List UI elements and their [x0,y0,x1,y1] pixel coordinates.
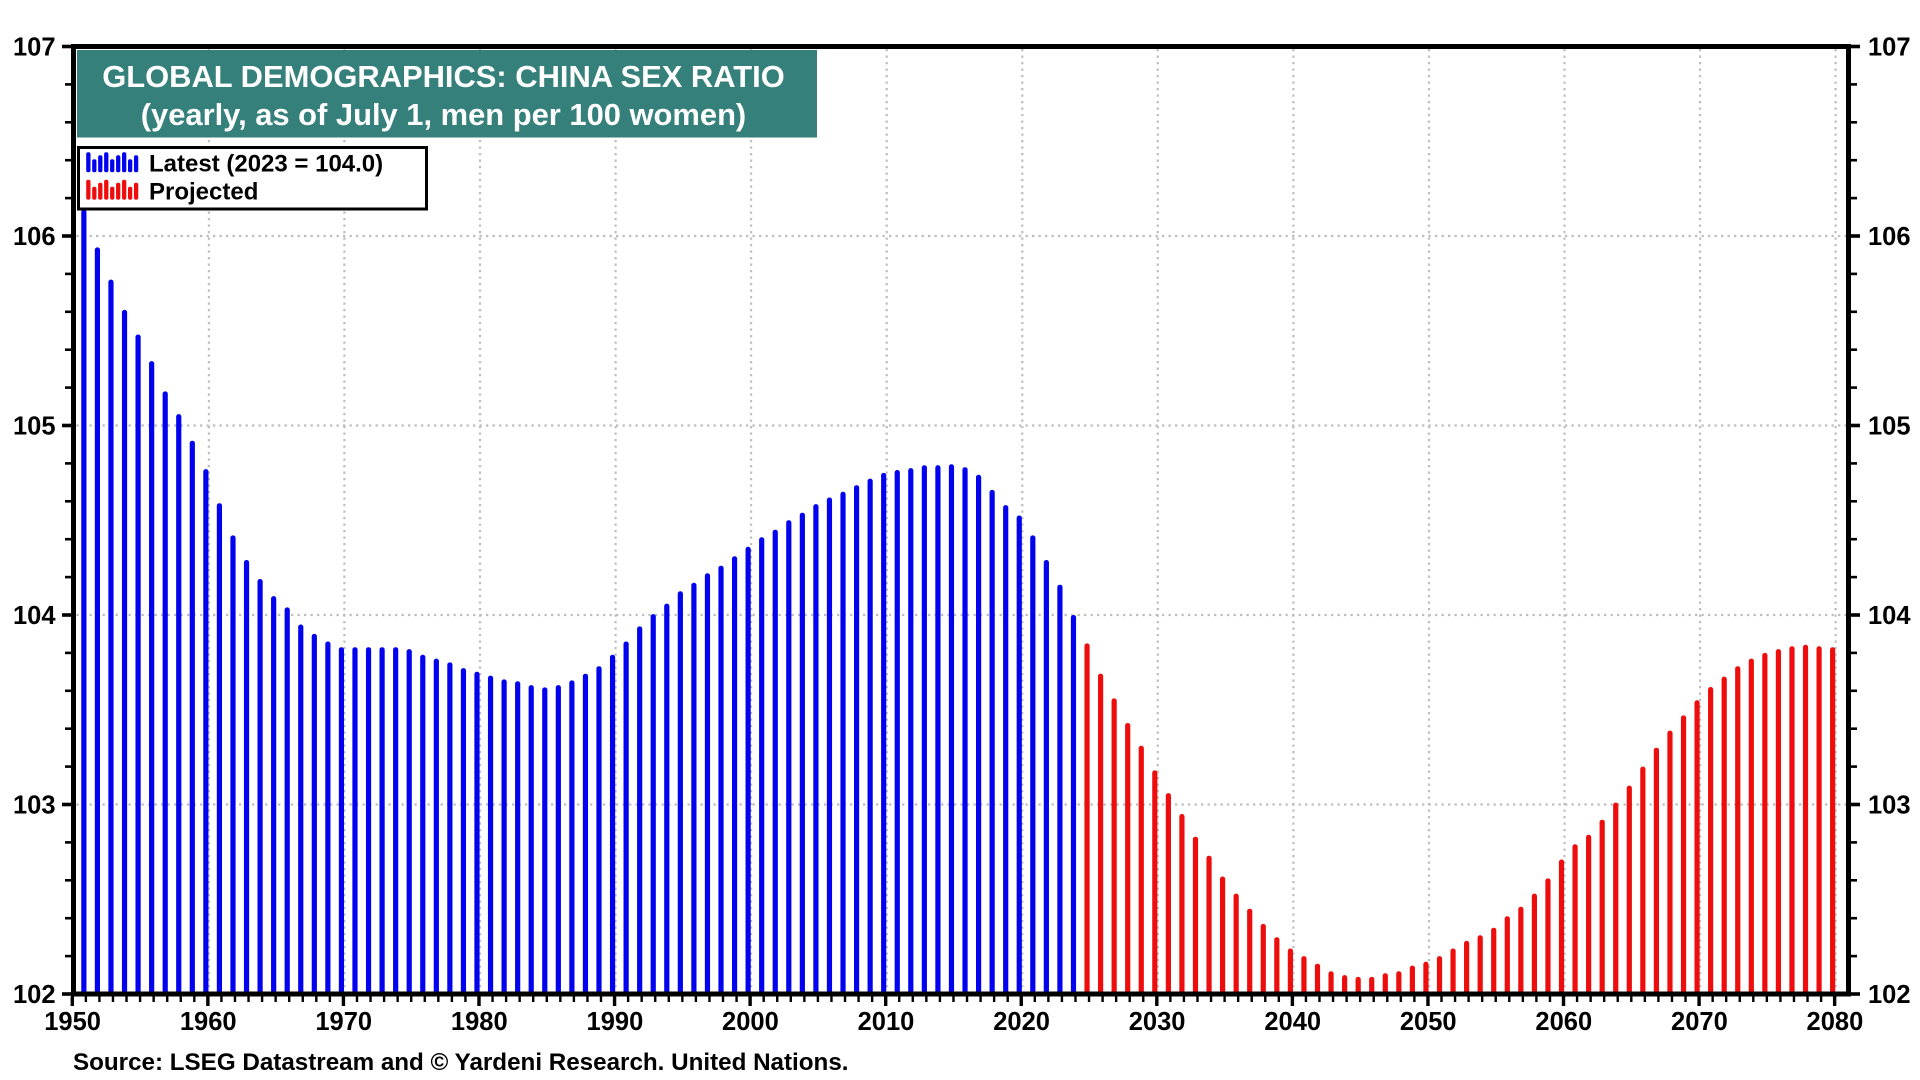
svg-text:102: 102 [1868,981,1911,1009]
svg-text:GLOBAL DEMOGRAPHICS: CHINA SEX: GLOBAL DEMOGRAPHICS: CHINA SEX RATIO [102,59,784,94]
svg-text:2060: 2060 [1535,1008,1592,1036]
svg-text:1980: 1980 [451,1008,508,1036]
svg-text:102: 102 [13,981,56,1009]
svg-text:1970: 1970 [315,1008,372,1036]
svg-text:104: 104 [13,602,56,630]
svg-text:2080: 2080 [1807,1008,1864,1036]
svg-text:107: 107 [13,34,56,62]
svg-text:1960: 1960 [180,1008,237,1036]
svg-text:2010: 2010 [858,1008,915,1036]
svg-text:Latest (2023 = 104.0): Latest (2023 = 104.0) [149,150,383,177]
svg-text:105: 105 [1868,413,1911,441]
svg-text:2070: 2070 [1671,1008,1728,1036]
svg-text:107: 107 [1868,34,1911,62]
svg-text:Source: LSEG Datastream and ©: Source: LSEG Datastream and © Yardeni Re… [73,1049,849,1076]
svg-text:Projected: Projected [149,178,258,205]
svg-text:105: 105 [13,413,56,441]
svg-text:(yearly, as of July 1, men per: (yearly, as of July 1, men per 100 women… [141,97,746,132]
svg-text:103: 103 [13,792,56,820]
svg-text:106: 106 [1868,223,1911,251]
svg-text:2050: 2050 [1400,1008,1457,1036]
svg-text:103: 103 [1868,792,1911,820]
svg-text:2020: 2020 [993,1008,1050,1036]
svg-text:1990: 1990 [587,1008,644,1036]
svg-text:2000: 2000 [722,1008,779,1036]
svg-text:106: 106 [13,223,56,251]
svg-text:104: 104 [1868,602,1911,630]
svg-text:1950: 1950 [44,1008,101,1036]
svg-text:2040: 2040 [1264,1008,1321,1036]
svg-text:2030: 2030 [1129,1008,1186,1036]
